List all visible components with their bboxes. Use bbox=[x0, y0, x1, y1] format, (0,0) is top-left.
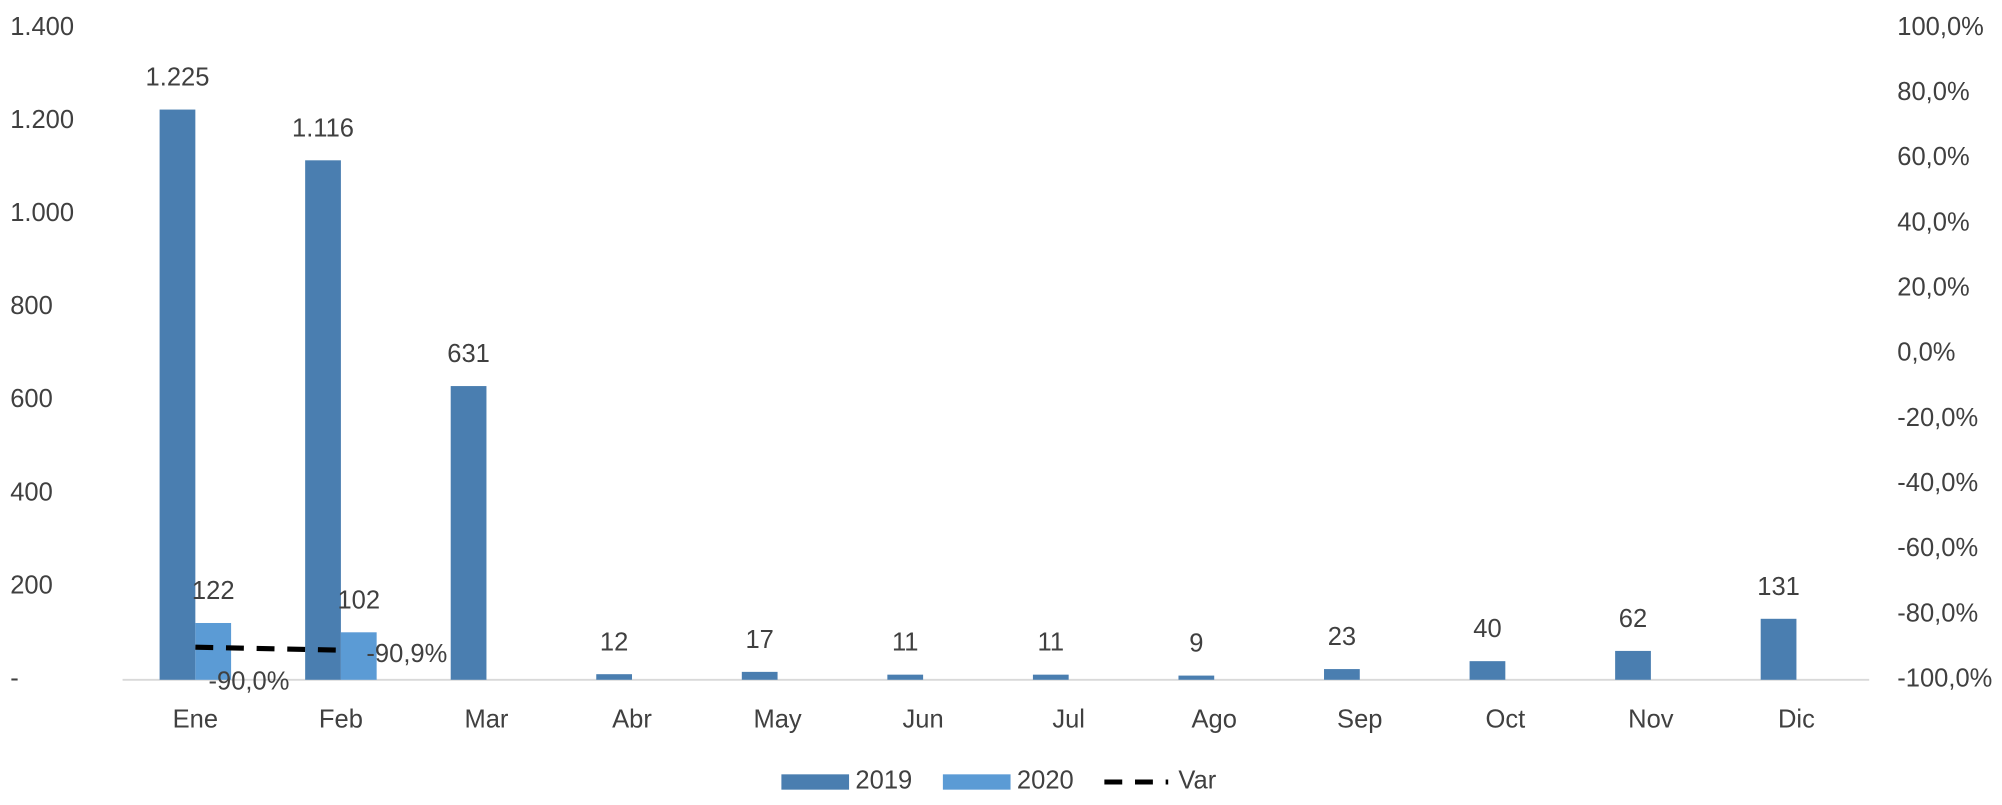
data-label: 62 bbox=[1619, 605, 1647, 633]
y-tick-label: 1.400 bbox=[10, 13, 74, 41]
x-tick-label: Ene bbox=[173, 705, 218, 733]
data-label: 12 bbox=[600, 628, 628, 656]
x-tick-label: Abr bbox=[612, 705, 652, 733]
y-tick-label: 1.200 bbox=[10, 106, 74, 134]
y2-tick-label: 40,0% bbox=[1897, 208, 1969, 236]
legend-label: 2020 bbox=[1017, 767, 1074, 795]
y-tick-label: 800 bbox=[10, 292, 53, 320]
bar bbox=[1324, 669, 1360, 680]
y-tick-label: 400 bbox=[10, 478, 53, 506]
y2-tick-label: -40,0% bbox=[1897, 469, 1978, 497]
bar bbox=[741, 671, 778, 680]
data-label: 1.116 bbox=[292, 114, 354, 142]
legend-swatch bbox=[942, 774, 1011, 790]
x-tick-label: Jun bbox=[903, 705, 944, 733]
y-tick-label: 600 bbox=[10, 385, 53, 413]
y2-tick-label: -60,0% bbox=[1897, 534, 1978, 562]
legend-label: 2019 bbox=[855, 767, 912, 795]
data-label: 131 bbox=[1757, 573, 1800, 601]
x-tick-label: Ago bbox=[1192, 705, 1237, 733]
line bbox=[195, 644, 341, 653]
data-label: 11 bbox=[1038, 629, 1065, 657]
x-tick-label: May bbox=[753, 705, 801, 733]
bar bbox=[1032, 674, 1069, 680]
x-tick-label: Feb bbox=[319, 705, 363, 733]
bar bbox=[596, 674, 633, 680]
x-tick-label: Dic bbox=[1778, 705, 1815, 733]
data-label: 40 bbox=[1473, 615, 1501, 643]
y2-tick-label: -80,0% bbox=[1897, 599, 1978, 627]
x-tick-label: Mar bbox=[464, 705, 508, 733]
bar bbox=[195, 622, 232, 680]
bar bbox=[887, 674, 924, 680]
bar bbox=[1469, 661, 1506, 680]
data-label: 9 bbox=[1189, 630, 1203, 658]
data-label: 17 bbox=[745, 626, 773, 654]
bar bbox=[305, 160, 341, 680]
x-tick-label: Oct bbox=[1485, 705, 1525, 733]
bar bbox=[450, 386, 487, 680]
data-label: 11 bbox=[892, 629, 919, 657]
y2-tick-label: -20,0% bbox=[1897, 404, 1978, 432]
bar bbox=[340, 632, 377, 680]
y2-tick-label: 60,0% bbox=[1897, 143, 1969, 171]
data-label: 122 bbox=[192, 577, 235, 605]
bar bbox=[1615, 650, 1651, 680]
y-tick-label: - bbox=[10, 665, 19, 693]
y2-tick-label: 20,0% bbox=[1897, 274, 1969, 302]
y-tick-label: 200 bbox=[10, 571, 53, 599]
bar bbox=[1760, 618, 1797, 680]
data-label: 631 bbox=[447, 340, 490, 368]
data-label: 23 bbox=[1328, 623, 1356, 651]
data-label: -90,0% bbox=[209, 668, 290, 696]
legend-label: Var bbox=[1178, 767, 1216, 795]
y2-tick-label: 80,0% bbox=[1897, 78, 1969, 106]
y-tick-label: 1.000 bbox=[10, 199, 74, 227]
data-label: 102 bbox=[337, 586, 380, 614]
bar bbox=[159, 109, 196, 680]
y2-tick-label: -100,0% bbox=[1897, 665, 1992, 693]
data-label: 1.225 bbox=[146, 64, 210, 92]
data-label: -90,9% bbox=[366, 640, 447, 668]
bar bbox=[1178, 675, 1215, 680]
y2-tick-label: 100,0% bbox=[1897, 13, 1984, 41]
y2-tick-label: 0,0% bbox=[1897, 339, 1955, 367]
legend-swatch bbox=[781, 774, 850, 790]
x-tick-label: Jul bbox=[1052, 705, 1085, 733]
x-tick-label: Sep bbox=[1337, 705, 1382, 733]
x-tick-label: Nov bbox=[1628, 705, 1674, 733]
